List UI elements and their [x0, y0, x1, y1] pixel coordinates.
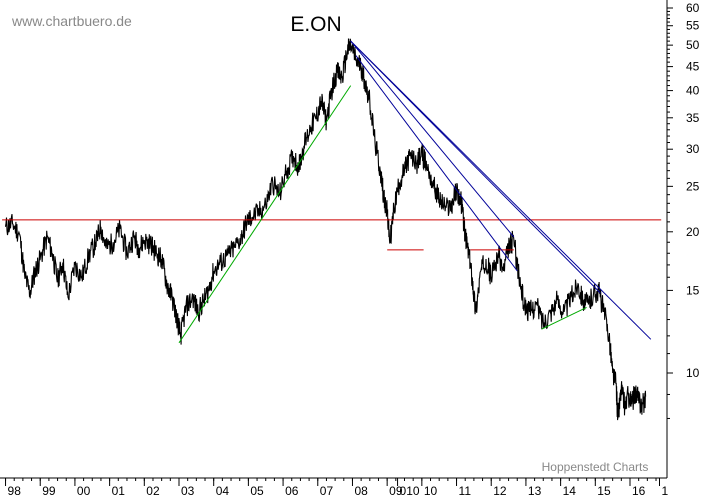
x-tick-label: 1 [661, 484, 668, 497]
y-tick-label: 10 [686, 366, 700, 380]
uptrend-line-7 [178, 85, 352, 344]
y-tick-label: 30 [686, 142, 700, 156]
y-tick-label: 40 [686, 84, 700, 98]
x-tick-label: 10 [424, 484, 438, 497]
y-tick-label: 25 [686, 179, 700, 193]
x-tick-label: 98 [8, 484, 22, 497]
y-tick-label: 55 [686, 19, 700, 33]
x-tick-label: 010 [400, 484, 420, 497]
resistance_trend-line-6 [355, 55, 518, 272]
x-tick-label: 08 [354, 484, 368, 497]
x-tick-label: 15 [597, 484, 611, 497]
price-series-line [4, 38, 647, 421]
x-tick-label: 01 [112, 484, 126, 497]
source-note: Hoppenstedt Charts [542, 460, 649, 474]
x-tick-label: 99 [42, 484, 56, 497]
resistance_trend-line-4 [350, 40, 601, 294]
y-tick-label: 60 [686, 1, 700, 15]
x-tick-label: 13 [528, 484, 542, 497]
x-tick-label: 00 [77, 484, 91, 497]
resistance_trend-line-3 [350, 40, 652, 340]
y-tick-label: 20 [686, 225, 700, 239]
x-tick-label: 02 [146, 484, 160, 497]
x-tick-label: 09 [389, 484, 403, 497]
x-tick-label: 12 [493, 484, 507, 497]
uptrend-line-8 [541, 306, 587, 330]
y-tick-label: 35 [686, 111, 700, 125]
resistance_trend-line-5 [350, 40, 515, 238]
x-tick-label: 07 [320, 484, 334, 497]
y-tick-label: 45 [686, 60, 700, 74]
x-tick-label: 05 [250, 484, 264, 497]
y-tick-label: 50 [686, 38, 700, 52]
watermark: www.chartbuero.de [11, 13, 132, 29]
x-tick-label: 06 [285, 484, 299, 497]
x-tick-label: 14 [563, 484, 577, 497]
y-tick-label: 15 [686, 283, 700, 297]
y-axis: 10 15 20 25 30 35 40 45 50 55 60 [667, 1, 700, 419]
plot-layer [2, 38, 662, 421]
chart-title: E.ON [290, 13, 341, 36]
x-tick-label: 11 [459, 484, 472, 497]
x-tick-label: 16 [632, 484, 646, 497]
x-tick-label: 04 [216, 484, 230, 497]
x-tick-label: 03 [181, 484, 195, 497]
